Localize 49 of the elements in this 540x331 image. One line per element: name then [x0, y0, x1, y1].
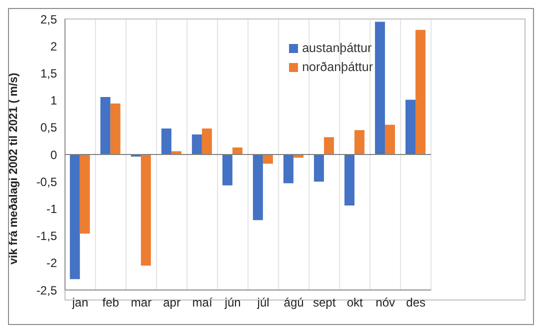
y-tick-label: 0	[50, 148, 58, 162]
legend-label: norðanþáttur	[302, 60, 373, 74]
bar	[70, 154, 80, 280]
y-tick-label: -0,5	[36, 174, 58, 189]
bar	[415, 30, 426, 154]
x-tick-label: nóv	[376, 296, 396, 310]
x-tick-label: jún	[224, 296, 241, 310]
bar	[293, 154, 304, 158]
y-tick-label: 1	[50, 94, 58, 108]
y-tick-label: 2,5	[40, 12, 58, 26]
x-tick-label: júl	[256, 296, 270, 310]
bar	[161, 128, 172, 154]
x-tick-label: apr	[163, 296, 180, 310]
bar	[222, 154, 232, 186]
bar	[324, 137, 334, 154]
bar	[384, 124, 395, 154]
bar	[232, 147, 242, 154]
bar	[354, 130, 364, 154]
bar	[202, 128, 212, 154]
y-tick-label: -1	[46, 202, 58, 216]
y-tick-label: 0,5	[40, 120, 58, 135]
bar	[405, 100, 416, 154]
x-tick-label: des	[406, 296, 426, 310]
bar	[80, 154, 90, 234]
x-tick-label: mar	[130, 296, 152, 310]
bar	[344, 154, 354, 206]
x-tick-label: ágú	[284, 296, 304, 310]
y-tick-label: -1,5	[36, 229, 58, 244]
bar	[110, 104, 120, 154]
y-tick-label: -2	[46, 256, 58, 270]
bar	[374, 22, 385, 154]
x-tick-label: okt	[346, 296, 364, 310]
bar	[140, 154, 151, 266]
y-tick-label: -2,5	[36, 283, 58, 298]
bar	[283, 154, 294, 184]
x-tick-label: jan	[71, 296, 88, 310]
y-tick-label: 1,5	[40, 66, 58, 80]
bar	[192, 134, 202, 154]
y-tick-label: 2	[50, 39, 58, 54]
bar	[314, 154, 324, 182]
x-tick-label: maí	[192, 296, 213, 310]
bar	[171, 151, 182, 154]
x-tick-label: sept	[312, 296, 336, 310]
bar	[262, 154, 273, 164]
legend-label: austanþáttur	[302, 41, 372, 55]
y-axis-title: vik frá meðalagi 2002 til 2021 ( m/s)	[8, 72, 20, 264]
x-tick-label: feb	[102, 296, 120, 310]
bar	[252, 154, 263, 220]
bar	[100, 97, 110, 154]
